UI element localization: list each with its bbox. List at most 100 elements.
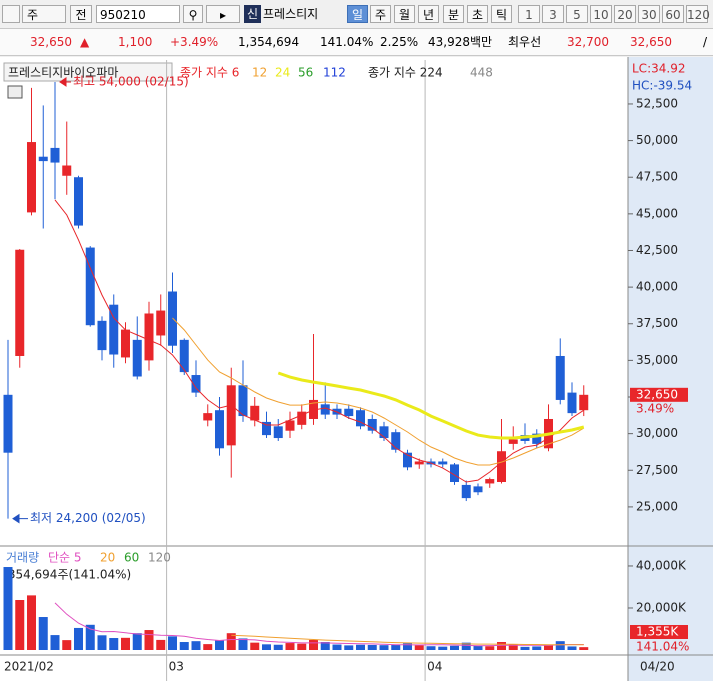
volume-bar (320, 642, 330, 650)
candle-body (15, 249, 25, 356)
volume-bar (156, 639, 166, 650)
high-label: 최고 54,000 (02/15) (73, 74, 189, 88)
volume-bar (414, 645, 424, 650)
period-button[interactable]: 월 (394, 5, 415, 23)
best-label: 최우선 (508, 35, 542, 49)
last-date: 04/20 (640, 660, 675, 674)
candle-body (273, 426, 283, 439)
candle-body (215, 410, 224, 449)
legend-entry: 종가 지수 6 (180, 66, 239, 80)
lc-label: LC:34.92 (632, 62, 685, 76)
period-button[interactable]: 년 (418, 5, 439, 23)
last-price-label: 32,650 (636, 387, 678, 401)
last-volume-label: 1,355K (636, 625, 679, 639)
last-volume-box (630, 625, 688, 639)
period-button[interactable]: 주 (370, 5, 391, 23)
candle-body (3, 394, 13, 453)
volume-bar (15, 600, 25, 650)
last-price-box (630, 387, 688, 402)
volume: 1,354,694 (238, 35, 300, 49)
code-input[interactable]: 950210 (96, 5, 180, 23)
candle-body (438, 461, 448, 465)
candle-body (203, 413, 213, 421)
legend-entry: 60 (124, 551, 139, 565)
y-tick-label: 20,000K (636, 600, 687, 614)
ask: 32,700 (567, 35, 609, 49)
candle-body (567, 392, 577, 414)
candle-body (38, 156, 48, 162)
candle-body (179, 339, 189, 373)
volume-bar (62, 640, 72, 650)
prev-button[interactable]: 전 (70, 5, 92, 23)
minute-button[interactable]: 60 (662, 5, 684, 23)
hc-label: HC:-39.54 (632, 79, 692, 93)
minute-button[interactable]: 3 (542, 5, 564, 23)
candle-body (367, 418, 377, 431)
volume-bar (215, 640, 224, 650)
y-tick-label: 30,000 (636, 426, 678, 440)
volume-bar (497, 642, 506, 650)
candle-body (27, 142, 36, 213)
y-tick-label: 52,500 (636, 96, 678, 110)
period-button[interactable]: 초 (467, 5, 488, 23)
minute-button[interactable]: 5 (566, 5, 588, 23)
volume-bar (297, 643, 307, 650)
quote-bar: 32,650 ▲ 1,100 +3.49% 1,354,694 141.04% … (0, 29, 713, 56)
volume-bar (262, 644, 271, 650)
legend-entry: 단순 5 (48, 551, 82, 565)
legend-entry: 20 (100, 551, 115, 565)
candle-body (497, 451, 506, 482)
change-arrow: ▲ (80, 35, 90, 49)
legend-entry: 56 (298, 66, 313, 80)
legend-title-box (3, 62, 173, 82)
volume-bar (168, 636, 177, 650)
candle-body (97, 320, 107, 351)
volume-bar (555, 641, 565, 650)
volume-bar (473, 646, 483, 650)
moving-average-line (54, 199, 585, 483)
minute-button[interactable]: 1 (518, 5, 540, 23)
candle-body (85, 247, 95, 326)
sound-button[interactable]: ▸ (206, 5, 240, 23)
minute-button[interactable]: 30 (638, 5, 660, 23)
legend-title: 프레스티지바이오파마 (8, 66, 118, 80)
volume-bar (567, 646, 577, 650)
minute-button[interactable]: 120 (686, 5, 710, 23)
market-select[interactable]: 주 (22, 5, 66, 23)
candle-body (391, 432, 401, 450)
candle-body (62, 165, 72, 176)
x-tick-label: 04 (427, 660, 442, 674)
volume-bar (250, 642, 260, 650)
volume-annotation: ,354,694주(141.04%) (4, 568, 131, 582)
y-tick-label: 42,500 (636, 243, 678, 257)
low-arrow (12, 513, 28, 524)
y-tick-label: 40,000K (636, 558, 687, 572)
volume-bar (426, 646, 436, 650)
y-tick-label: 37,500 (636, 316, 678, 330)
volume-bar (485, 646, 495, 650)
y-tick-label: 27,500 (636, 463, 678, 477)
chart-icon[interactable] (2, 5, 20, 23)
candle-body (132, 339, 142, 377)
volume-bar (379, 645, 389, 650)
volume-bar (508, 644, 518, 650)
candle-body (379, 426, 389, 439)
change: 1,100 (118, 35, 153, 49)
minute-button[interactable]: 10 (590, 5, 612, 23)
candle-body (450, 464, 459, 482)
period-button[interactable]: 분 (443, 5, 464, 23)
candle-body (109, 304, 119, 355)
minute-button[interactable]: 20 (614, 5, 636, 23)
candle-body (226, 385, 236, 446)
calendar-icon[interactable] (7, 85, 23, 99)
separator: / (703, 35, 708, 49)
candle-body (555, 355, 565, 400)
volume-bar (121, 637, 130, 650)
volume-bar (109, 638, 119, 650)
period-button[interactable]: 일 (347, 5, 368, 23)
legend-entry: 종가 지수 224 (368, 66, 443, 80)
bid: 32,650 (630, 35, 672, 49)
search-button[interactable]: ⚲ (183, 5, 203, 23)
period-button[interactable]: 틱 (491, 5, 512, 23)
